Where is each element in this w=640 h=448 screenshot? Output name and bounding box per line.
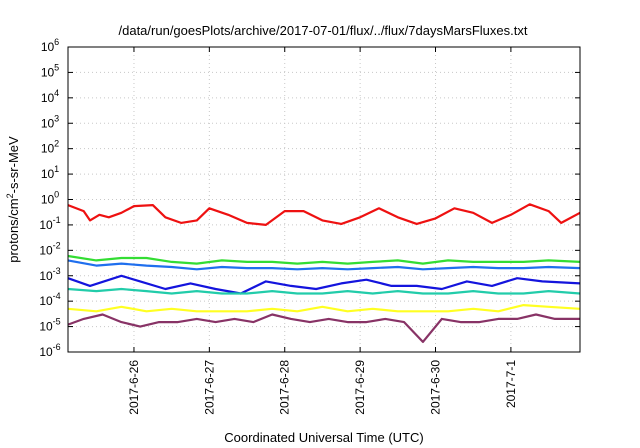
y-tick-label-exponent: 2 xyxy=(54,139,59,149)
y-tick-label: 10-3 xyxy=(39,266,60,283)
y-tick-label-base: 10 xyxy=(41,91,55,105)
y-axis-label-rest: -s-sr-MeV xyxy=(6,136,21,193)
y-tick-label: 102 xyxy=(41,139,59,156)
series-line-4 xyxy=(67,274,581,295)
y-tick-label-exponent: 4 xyxy=(54,88,59,98)
y-tick-label-exponent: 0 xyxy=(54,190,59,200)
grid xyxy=(68,47,580,352)
y-tick-label-exponent: 5 xyxy=(54,62,59,72)
x-tick-label: 2017-6-29 xyxy=(353,360,367,415)
x-axis: 2017-6-26 2017-6-27 2017-6-28 2017-6-29 2017… xyxy=(127,47,518,415)
series-line-6 xyxy=(67,304,581,313)
series-line-7 xyxy=(67,313,580,343)
series-line-3 xyxy=(67,259,581,271)
y-tick-label-base: 10 xyxy=(41,142,55,156)
y-tick-label-base: 10 xyxy=(39,294,53,308)
y-axis-label-main: protons/cm xyxy=(6,198,21,262)
x-tick-label: 2017-7-1 xyxy=(504,360,518,408)
y-tick-label-base: 10 xyxy=(39,218,53,232)
y-tick-label-base: 10 xyxy=(41,40,55,54)
y-tick-label: 10-4 xyxy=(39,291,60,308)
series-line-5 xyxy=(67,287,581,295)
y-tick-label-exponent: -6 xyxy=(53,342,61,352)
y-tick-label-exponent: -5 xyxy=(53,317,61,327)
y-tick-label: 105 xyxy=(41,62,59,79)
series-line-2 xyxy=(67,254,581,265)
y-axis: 10-610-510-410-310-210-11001011021031041… xyxy=(39,37,580,359)
y-tick-label-exponent: -1 xyxy=(53,215,61,225)
y-tick-label: 10-1 xyxy=(39,215,60,232)
y-tick-label: 106 xyxy=(41,37,59,54)
y-tick-label-exponent: 6 xyxy=(54,37,59,47)
y-tick-label-base: 10 xyxy=(41,65,55,79)
series-line-1 xyxy=(67,203,581,226)
y-tick-label-exponent: -4 xyxy=(53,291,61,301)
y-tick-label: 103 xyxy=(41,113,59,130)
chart-title: /data/run/goesPlots/archive/2017-07-01/f… xyxy=(119,23,528,38)
y-tick-label-base: 10 xyxy=(39,345,53,359)
y-tick-label-exponent: 3 xyxy=(54,113,59,123)
y-tick-label-base: 10 xyxy=(39,269,53,283)
x-tick-label: 2017-6-30 xyxy=(429,360,443,415)
y-tick-label-base: 10 xyxy=(39,243,53,257)
y-tick-label-base: 10 xyxy=(39,320,53,334)
y-tick-label: 10-6 xyxy=(39,342,60,359)
y-tick-label-exponent: -3 xyxy=(53,266,61,276)
y-tick-label-base: 10 xyxy=(41,167,55,181)
x-tick-label: 2017-6-28 xyxy=(278,360,292,415)
y-tick-label-base: 10 xyxy=(41,116,55,130)
y-axis-label: protons/cm2-s-sr-MeV xyxy=(5,136,21,263)
y-tick-label: 10-5 xyxy=(39,317,60,334)
y-tick-label-exponent: 1 xyxy=(54,164,59,174)
y-tick-label: 10-2 xyxy=(39,240,60,257)
y-tick-label-base: 10 xyxy=(41,193,55,207)
y-axis-label-superscript: 2 xyxy=(5,193,15,198)
y-tick-label: 100 xyxy=(41,190,59,207)
x-tick-label: 2017-6-26 xyxy=(127,360,141,415)
series-layer xyxy=(67,203,581,343)
y-tick-label-exponent: -2 xyxy=(53,240,61,250)
x-axis-label: Coordinated Universal Time (UTC) xyxy=(224,430,423,445)
y-tick-label: 104 xyxy=(41,88,59,105)
x-tick-label: 2017-6-27 xyxy=(202,360,216,415)
y-tick-label: 101 xyxy=(41,164,59,181)
